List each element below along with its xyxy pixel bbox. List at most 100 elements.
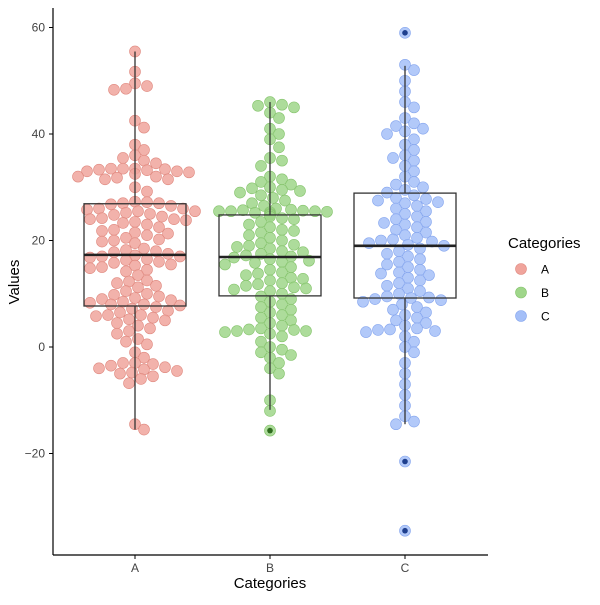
x-axis-label: Categories — [234, 575, 307, 592]
data-point-a — [135, 309, 147, 321]
data-point-a — [96, 250, 108, 263]
data-point-b — [255, 176, 267, 188]
data-point-a — [189, 205, 201, 218]
data-point-a — [96, 212, 108, 224]
data-point-a — [120, 207, 132, 219]
data-point-a — [141, 287, 153, 300]
data-point-c — [408, 189, 420, 202]
x-tick-label: C — [401, 561, 410, 575]
data-point-a — [111, 327, 123, 340]
outlier-point — [402, 527, 408, 534]
data-point-b — [264, 274, 276, 287]
data-point-b — [255, 346, 267, 359]
data-point-a — [108, 224, 120, 236]
data-point-a — [162, 227, 174, 240]
data-point-c — [384, 323, 396, 336]
data-point-a — [102, 309, 114, 321]
data-point-a — [108, 257, 120, 269]
data-point-a — [117, 217, 129, 229]
data-point-b — [234, 186, 246, 199]
data-point-b — [255, 160, 267, 172]
data-point-a — [111, 317, 123, 329]
data-point-a — [150, 279, 162, 292]
data-point-c — [435, 294, 447, 306]
data-point-c — [411, 322, 423, 335]
data-point-b — [252, 278, 264, 290]
data-point-a — [135, 373, 147, 385]
data-point-a — [153, 255, 165, 268]
data-point-a — [159, 314, 171, 327]
data-point-a — [129, 237, 141, 249]
data-point-c — [360, 326, 372, 338]
outlier-point — [402, 30, 408, 36]
data-point-c — [408, 117, 420, 130]
data-point-b — [276, 154, 288, 167]
data-point-b — [240, 249, 252, 262]
data-point-a — [138, 298, 150, 311]
data-point-b — [285, 349, 297, 361]
data-point-c — [420, 193, 432, 205]
data-point-c — [372, 324, 384, 336]
data-point-c — [417, 122, 429, 135]
data-point-a — [93, 163, 105, 176]
data-point-a — [141, 185, 153, 198]
data-point-b — [252, 267, 264, 280]
data-point-c — [417, 181, 429, 194]
data-point-a — [147, 370, 159, 383]
data-point-b — [309, 205, 321, 218]
data-point-c — [387, 152, 399, 164]
data-point-a — [96, 261, 108, 273]
data-point-b — [294, 185, 306, 197]
data-point-c — [420, 317, 432, 329]
data-point-c — [381, 128, 393, 140]
data-point-b — [249, 257, 261, 269]
legend: Categories ABC — [508, 235, 581, 324]
data-point-b — [243, 229, 255, 241]
data-point-a — [162, 173, 174, 186]
data-point-a — [138, 121, 150, 134]
data-point-c — [408, 346, 420, 359]
data-point-a — [84, 262, 96, 274]
data-point-a — [153, 233, 165, 246]
outlier-point — [402, 458, 408, 465]
data-point-b — [288, 238, 300, 251]
data-point-a — [174, 250, 186, 263]
y-tick-label: 20 — [32, 234, 46, 248]
legend-title: Categories — [508, 235, 581, 252]
data-point-a — [84, 297, 96, 309]
boxes-layer — [83, 30, 457, 534]
data-point-a — [165, 258, 177, 271]
data-point-c — [408, 101, 420, 114]
data-point-b — [276, 184, 288, 196]
data-point-a — [138, 423, 150, 436]
data-point-c — [387, 303, 399, 316]
data-point-b — [300, 325, 312, 337]
data-point-a — [123, 325, 135, 337]
data-point-b — [279, 194, 291, 207]
data-point-a — [150, 301, 162, 313]
data-point-b — [252, 99, 264, 112]
data-point-b — [276, 319, 288, 332]
y-tick-label: 60 — [32, 21, 46, 35]
data-point-a — [117, 295, 129, 308]
data-point-b — [276, 330, 288, 343]
data-point-a — [129, 292, 141, 304]
data-point-a — [108, 234, 120, 247]
data-point-a — [72, 170, 84, 183]
data-point-b — [255, 322, 267, 335]
data-point-c — [387, 233, 399, 246]
data-point-a — [168, 213, 180, 225]
data-point-b — [255, 189, 267, 202]
data-point-a — [108, 209, 120, 221]
data-point-b — [240, 279, 252, 292]
legend-key-c — [515, 310, 527, 322]
data-point-a — [120, 232, 132, 244]
legend-key-b — [515, 286, 527, 299]
data-point-c — [393, 287, 405, 300]
data-point-b — [276, 212, 288, 224]
y-ticks: −20 0 20 40 60 — [25, 21, 53, 461]
data-point-b — [273, 112, 285, 124]
data-point-a — [141, 274, 153, 287]
points-layer — [72, 27, 450, 537]
data-point-a — [147, 358, 159, 370]
